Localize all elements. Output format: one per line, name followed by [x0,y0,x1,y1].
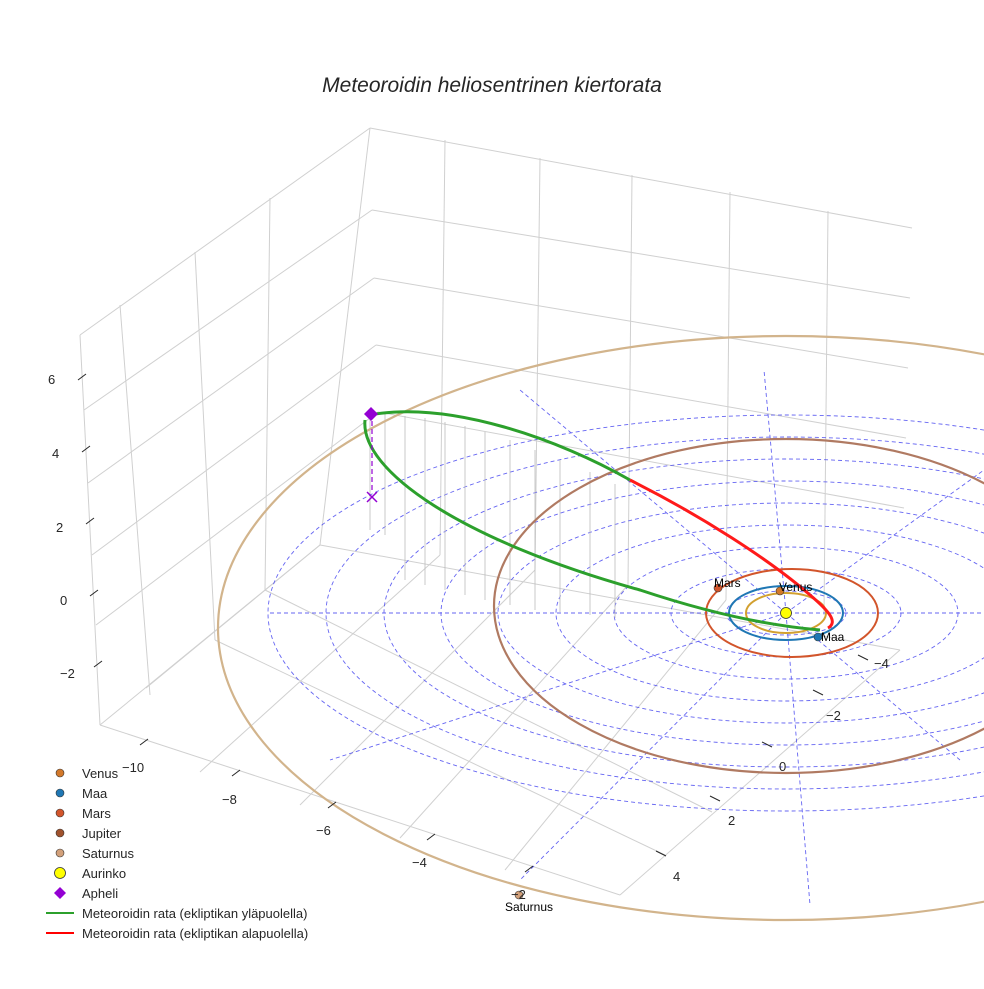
svg-text:−2: −2 [60,666,75,681]
y-axis: −4 −2 0 2 4 [655,654,889,884]
maa-marker [813,632,823,642]
legend-item-orbit-above: Meteoroidin rata (ekliptikan yläpuolella… [46,905,308,921]
legend-item-orbit-below: Meteoroidin rata (ekliptikan alapuolella… [46,925,309,941]
svg-text:−4: −4 [412,855,427,870]
svg-text:4: 4 [673,869,680,884]
legend-item-saturnus: Saturnus [40,843,308,863]
orbit-above-ecliptic [363,410,821,632]
svg-text:−10: −10 [122,760,144,775]
legend-item-apheli: Apheli [40,883,308,903]
mars-orbit [705,568,879,658]
legend-item-mars: Mars [40,803,308,823]
legend: Venus Maa Mars Jupiter Saturnus Aurinko … [40,763,308,943]
saturnus-marker [514,890,524,900]
svg-text:−2: −2 [826,708,841,723]
svg-text:−4: −4 [874,656,889,671]
svg-text:6: 6 [48,372,55,387]
svg-text:−2: −2 [511,887,526,902]
maa-orbit [728,585,844,641]
jupiter-orbit [492,437,984,775]
venus-marker [775,586,785,596]
meteoroid-orbit [363,410,834,632]
projection-lines [369,414,616,618]
aphelion-projection-marker [366,491,378,503]
sun-marker [780,607,792,619]
svg-text:2: 2 [728,813,735,828]
svg-text:0: 0 [779,759,786,774]
aphelion-marker [364,407,378,421]
maa-label: Maa [821,630,845,644]
z-axis: 6 4 2 0 −2 [48,372,103,681]
svg-text:4: 4 [52,446,59,461]
legend-item-maa: Maa [40,783,308,803]
saturnus-label: Saturnus [505,900,553,914]
mars-marker [713,583,723,593]
legend-item-venus: Venus [40,763,308,783]
orbit-below-ecliptic [629,478,834,630]
x-axis: −10 −8 −6 −4 −2 [122,738,534,902]
saturnus-orbit [217,334,984,922]
venus-orbit [745,592,827,634]
chart-title: Meteoroidin heliosentrinen kiertorata [322,74,662,97]
svg-text:2: 2 [56,520,63,535]
mars-label: Mars [714,576,741,590]
svg-text:0: 0 [60,593,67,608]
ecliptic-grid [267,369,984,906]
svg-text:−6: −6 [316,823,331,838]
svg-text:−8: −8 [222,792,237,807]
planet-orbits [217,334,984,922]
legend-item-aurinko: Aurinko [40,863,308,883]
legend-item-jupiter: Jupiter [40,823,308,843]
venus-label: Venus [779,580,812,594]
